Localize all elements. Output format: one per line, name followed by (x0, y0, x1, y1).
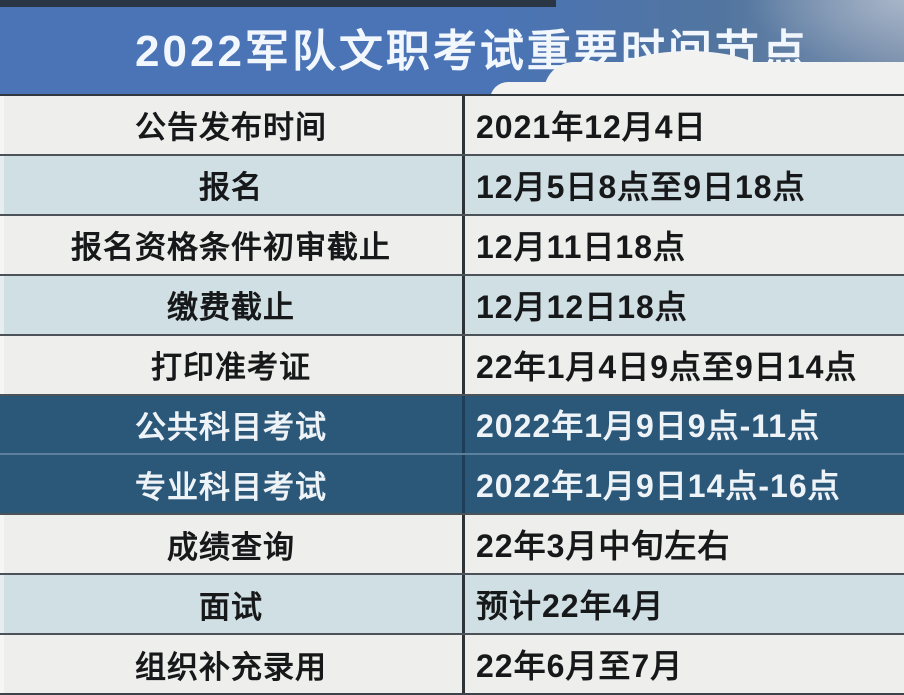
table-row: 公告发布时间 2021年12月4日 (0, 94, 904, 154)
table-row: 成绩查询 22年3月中旬左右 (0, 513, 904, 574)
table-row: 报名资格条件初审截止 12月11日18点 (0, 213, 904, 274)
schedule-table: 公告发布时间 2021年12月4日 报名 12月5日8点至9日18点 报名资格条… (0, 94, 904, 695)
row-value: 12月11日18点 (476, 228, 687, 265)
table-row: 缴费截止 12月12日18点 (0, 273, 904, 334)
table-row-highlighted: 公共科目考试 2022年1月9日9点-11点 (0, 393, 904, 454)
row-label: 缴费截止 (0, 275, 465, 334)
row-value: 2022年1月9日14点-16点 (476, 468, 841, 505)
corner-light-artifact (744, 0, 904, 70)
row-value: 22年1月4日9点至9日14点 (476, 348, 858, 385)
row-value: 12月5日8点至9日18点 (476, 168, 806, 205)
row-label: 报名 (0, 155, 465, 214)
row-label: 公共科目考试 (0, 395, 465, 454)
row-value: 22年3月中旬左右 (476, 528, 731, 565)
table-row: 报名 12月5日8点至9日18点 (0, 153, 904, 214)
table-row: 组织补充录用 22年6月至7月 (0, 633, 904, 694)
title-banner: 2022军队文职考试重要时间节点 (0, 0, 904, 94)
top-edge-artifact (0, 0, 556, 7)
row-value: 12月12日18点 (476, 288, 688, 325)
row-label: 公告发布时间 (0, 96, 465, 154)
row-label: 组织补充录用 (0, 635, 465, 694)
row-label: 成绩查询 (0, 515, 465, 574)
table-row-highlighted: 专业科目考试 2022年1月9日14点-16点 (0, 453, 904, 514)
row-value: 预计22年4月 (476, 588, 665, 625)
row-label: 打印准考证 (0, 335, 465, 394)
table-row: 打印准考证 22年1月4日9点至9日14点 (0, 333, 904, 394)
table-row: 面试 预计22年4月 (0, 573, 904, 634)
row-label: 面试 (0, 575, 465, 634)
row-label: 专业科目考试 (0, 455, 465, 514)
row-value: 22年6月至7月 (476, 648, 684, 685)
row-value: 2022年1月9日9点-11点 (476, 408, 821, 445)
row-label: 报名资格条件初审截止 (0, 215, 465, 274)
cloud-artifact (490, 51, 904, 94)
row-value: 2021年12月4日 (476, 108, 707, 145)
